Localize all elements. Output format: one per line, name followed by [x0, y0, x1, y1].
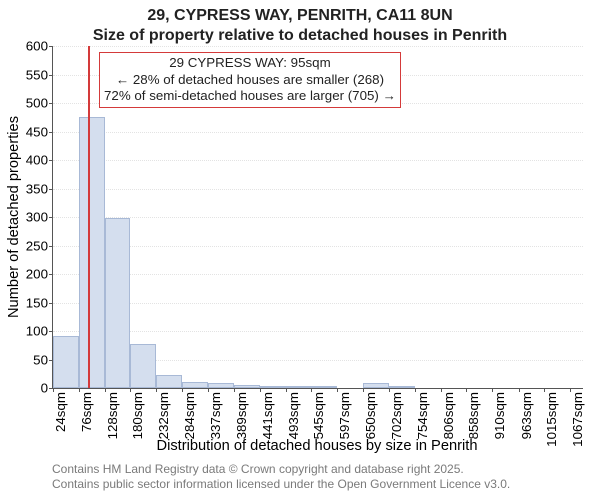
title-line-1: 29, CYPRESS WAY, PENRITH, CA11 8UN: [0, 6, 600, 26]
x-tick-label: 337sqm: [208, 392, 223, 439]
histogram-bar: [311, 386, 337, 388]
grid-line: [53, 217, 583, 218]
histogram-bar: [130, 344, 156, 388]
grid-line: [53, 46, 583, 47]
title-line-2: Size of property relative to detached ho…: [0, 26, 600, 46]
grid-line: [53, 274, 583, 275]
plot-area: 05010015020025030035040045050055060024sq…: [52, 46, 583, 389]
y-tick-label: 0: [41, 381, 53, 396]
x-tick-label: 1015sqm: [544, 392, 559, 447]
x-tick-label: 76sqm: [79, 392, 94, 432]
footer-line-1: Contains HM Land Registry data © Crown c…: [52, 462, 510, 477]
y-tick-label: 50: [33, 352, 53, 367]
x-tick-label: 180sqm: [130, 392, 145, 439]
x-tick-label: 858sqm: [466, 392, 481, 439]
y-axis-label: Number of detached properties: [6, 116, 22, 318]
annotation-box: 29 CYPRESS WAY: 95sqm← 28% of detached h…: [99, 52, 401, 108]
x-tick-label: 1067sqm: [570, 392, 585, 447]
y-tick-label: 600: [26, 39, 53, 54]
y-tick-label: 550: [26, 67, 53, 82]
y-tick-label: 250: [26, 238, 53, 253]
y-tick-label: 200: [26, 267, 53, 282]
footer-line-2: Contains public sector information licen…: [52, 477, 510, 492]
y-tick-label: 150: [26, 295, 53, 310]
grid-line: [53, 132, 583, 133]
x-tick-label: 702sqm: [389, 392, 404, 439]
histogram-bar: [156, 375, 182, 388]
y-tick-label: 100: [26, 324, 53, 339]
footer-note: Contains HM Land Registry data © Crown c…: [52, 462, 510, 492]
annotation-line: 72% of semi-detached houses are larger (…: [104, 88, 396, 105]
x-tick-label: 284sqm: [182, 392, 197, 439]
chart-container: 29, CYPRESS WAY, PENRITH, CA11 8UN Size …: [0, 0, 600, 500]
grid-line: [53, 189, 583, 190]
annotation-line: 29 CYPRESS WAY: 95sqm: [104, 55, 396, 72]
grid-line: [53, 331, 583, 332]
grid-line: [53, 246, 583, 247]
grid-line: [53, 160, 583, 161]
histogram-bar: [260, 386, 286, 388]
x-tick-label: 754sqm: [415, 392, 430, 439]
histogram-bar: [208, 383, 234, 388]
x-tick-label: 545sqm: [311, 392, 326, 439]
x-tick-label: 441sqm: [260, 392, 275, 439]
x-tick-label: 963sqm: [519, 392, 534, 439]
histogram-bar: [105, 218, 131, 388]
histogram-bar: [182, 382, 208, 388]
y-tick-label: 400: [26, 153, 53, 168]
histogram-bar: [363, 383, 389, 388]
y-tick-label: 350: [26, 181, 53, 196]
histogram-bar: [79, 117, 105, 388]
x-tick-label: 806sqm: [441, 392, 456, 439]
x-tick-label: 232sqm: [156, 392, 171, 439]
histogram-bar: [389, 386, 415, 388]
y-tick-label: 500: [26, 96, 53, 111]
grid-line: [53, 303, 583, 304]
x-tick-label: 24sqm: [53, 392, 68, 432]
annotation-line: ← 28% of detached houses are smaller (26…: [104, 72, 396, 89]
x-tick-label: 389sqm: [234, 392, 249, 439]
histogram-bar: [286, 386, 312, 388]
y-tick-label: 300: [26, 210, 53, 225]
x-tick-label: 493sqm: [286, 392, 301, 439]
y-tick-label: 450: [26, 124, 53, 139]
x-tick-label: 128sqm: [105, 392, 120, 439]
histogram-bar: [53, 336, 79, 388]
x-tick-label: 597sqm: [337, 392, 352, 439]
x-axis-label: Distribution of detached houses by size …: [157, 438, 478, 454]
property-marker-line: [88, 46, 90, 388]
x-tick-label: 910sqm: [492, 392, 507, 439]
chart-title: 29, CYPRESS WAY, PENRITH, CA11 8UN Size …: [0, 0, 600, 46]
x-tick-label: 650sqm: [363, 392, 378, 439]
histogram-bar: [234, 385, 260, 388]
